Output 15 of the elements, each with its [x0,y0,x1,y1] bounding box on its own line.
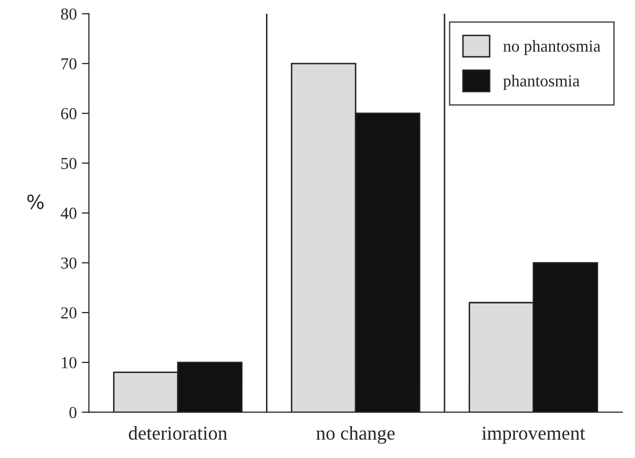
y-axis-title: % [27,194,44,210]
y-tick-label: 80 [61,8,76,20]
y-tick-label: 40 [60,208,76,219]
y-tick-label: 0 [69,406,76,418]
x-tick-label: improvement [482,426,586,444]
x-tick-label: deterioration [128,426,228,440]
y-tick-label: 20 [61,307,76,319]
legend-label: phantosmia [503,74,580,90]
x-tick-label: no change [316,426,395,444]
y-tick-label: 50 [61,158,76,170]
y-tick-label: 30 [61,257,76,269]
y-tick-label: 60 [61,108,76,120]
y-tick-label: 10 [62,357,76,368]
legend-label: no phantosmia [503,40,600,56]
y-tick-label: 70 [62,58,76,70]
